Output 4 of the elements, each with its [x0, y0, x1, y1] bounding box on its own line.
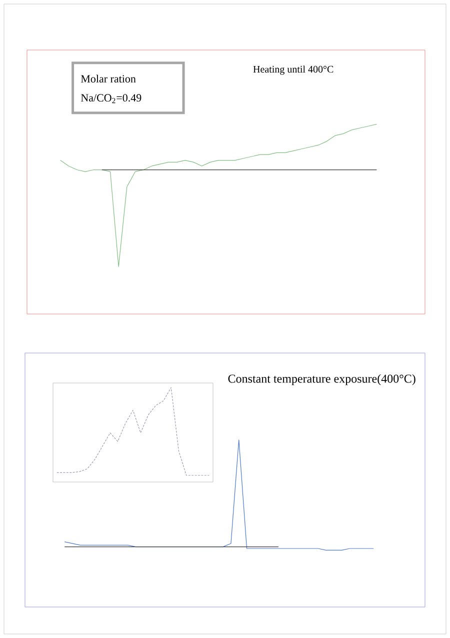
text: Na/CO$_{2}$=0.49: [80, 94, 142, 104]
text: Constant temperature exposure(400°C): [228, 374, 416, 386]
text: Molar ration: [80, 74, 136, 83]
text: Heating until 400°C: [253, 66, 334, 75]
